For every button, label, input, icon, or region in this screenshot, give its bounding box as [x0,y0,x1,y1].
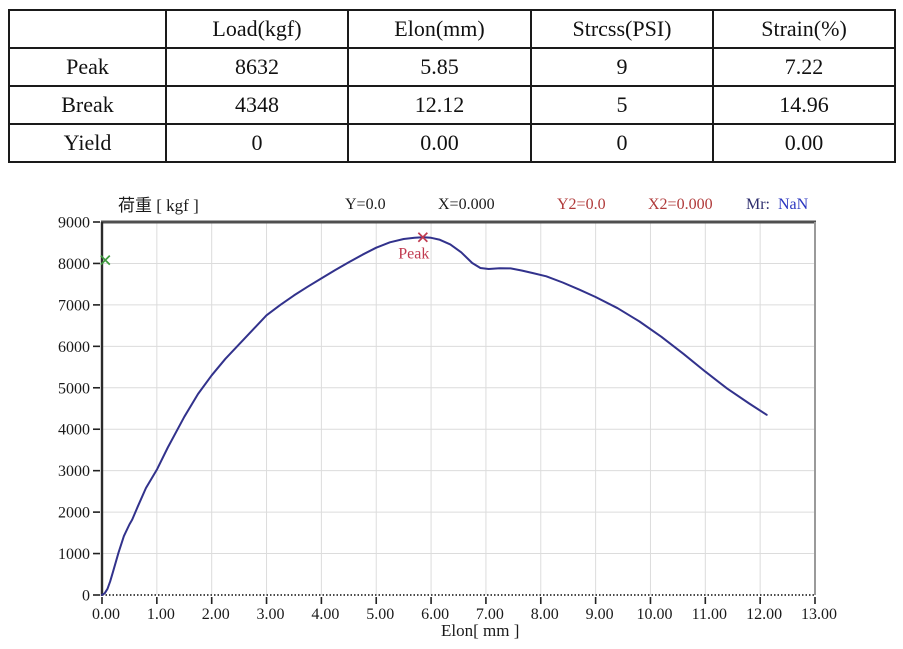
results-table: Load(kgf) Elon(mm) Strcss(PSI) Strain(%)… [8,9,896,163]
y-tick-label: 0 [82,588,90,605]
x-tick-label: 4.00 [311,606,339,623]
y-tick-label: 6000 [58,339,90,356]
x-tick-label: 3.00 [257,606,285,623]
x-tick-label: 0.00 [92,606,120,623]
yield-stress-value: 0 [530,123,714,163]
yield-elon-value: 0.00 [347,123,532,163]
x-tick-label: 12.00 [746,606,782,623]
x-tick-label: 6.00 [421,606,449,623]
col-header-elon: Elon(mm) [347,9,532,49]
col-header-stress: Strcss(PSI) [530,9,714,49]
col-header-load: Load(kgf) [165,9,349,49]
load-elongation-curve [101,236,768,596]
axis-ticks [93,221,816,604]
y-axis-title: 荷重 [ kgf ] [118,196,199,215]
x-tick-label: 10.00 [636,606,672,623]
table-header-row: Load(kgf) Elon(mm) Strcss(PSI) Strain(%) [8,9,896,49]
gridlines [102,222,815,595]
y-cursor-readout: Y=0.0 [345,196,386,213]
x-tick-label: 13.00 [801,606,837,623]
y-tick-label: 2000 [58,505,90,522]
break-load-value: 4348 [165,85,349,125]
y-tick-label: 7000 [58,297,90,314]
x-cursor-readout: X=0.000 [438,196,495,213]
tick-labels: 0 1000 2000 3000 4000 5000 6000 7000 8000 9000 0.0… [58,215,837,624]
x-tick-label: 11.00 [692,606,727,623]
peak-load-value: 8632 [165,47,349,87]
start-marker [100,255,111,266]
x-tick-label: 9.00 [586,606,614,623]
peak-marker-label: Peak [398,245,429,262]
yield-load-value: 0 [165,123,349,163]
y-tick-label: 8000 [58,256,90,273]
break-elon-value: 12.12 [347,85,532,125]
y-tick-label: 1000 [58,546,90,563]
x-tick-label: 2.00 [202,606,230,623]
table-row-yield: Yield 0 0.00 0 0.00 [8,123,896,163]
peak-stress-value: 9 [530,47,714,87]
row-label-break: Break [8,85,167,125]
x-tick-label: 1.00 [147,606,175,623]
peak-marker: Peak [398,232,429,262]
corner-cell [8,9,167,49]
row-label-peak: Peak [8,47,167,87]
y2-cursor-readout: Y2=0.0 [557,196,606,213]
x-tick-label: 8.00 [531,606,559,623]
mr-label: Mr: [746,196,770,213]
yield-strain-value: 0.00 [712,123,896,163]
x-axis-title: Elon[ mm ] [441,621,520,640]
peak-elon-value: 5.85 [347,47,532,87]
y-tick-label: 3000 [58,463,90,480]
plot-frame [100,220,816,596]
x-tick-label: 5.00 [366,606,394,623]
break-strain-value: 14.96 [712,85,896,125]
y-tick-label: 4000 [58,422,90,439]
break-stress-value: 5 [530,85,714,125]
x2-cursor-readout: X2=0.000 [648,196,713,213]
peak-strain-value: 7.22 [712,47,896,87]
mr-value: NaN [778,196,809,213]
table-row-peak: Peak 8632 5.85 9 7.22 [8,47,896,87]
y-tick-label: 5000 [58,380,90,397]
table-row-break: Break 4348 12.12 5 14.96 [8,85,896,125]
col-header-strain: Strain(%) [712,9,896,49]
y-tick-label: 9000 [58,215,90,232]
row-label-yield: Yield [8,123,167,163]
x-tick-label: 7.00 [476,606,504,623]
